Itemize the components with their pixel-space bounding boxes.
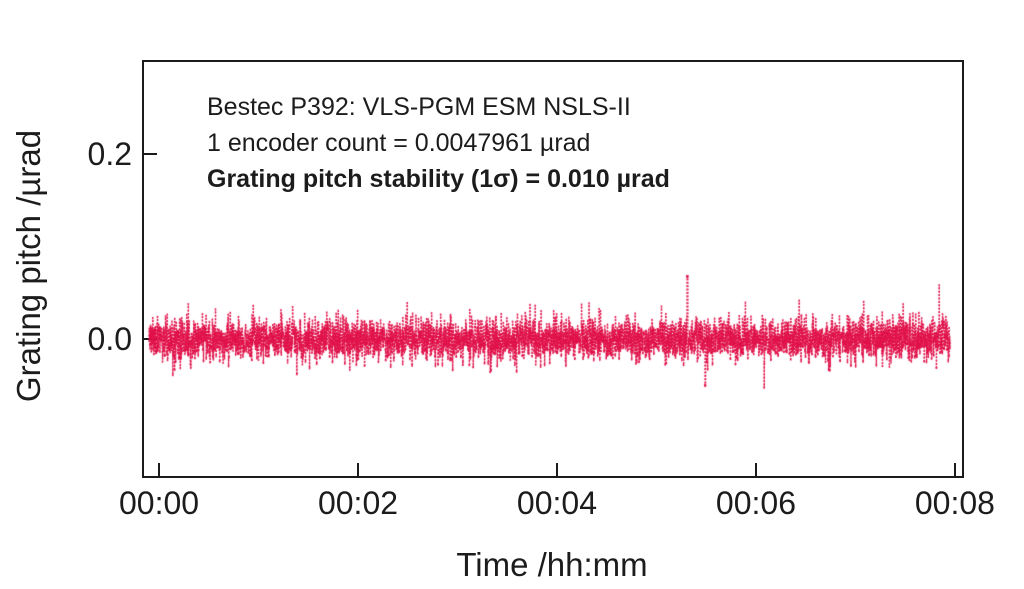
x-tick-label: 00:04 — [516, 485, 597, 521]
x-tick-label: 00:08 — [914, 485, 995, 521]
x-tick-label: 00:02 — [317, 485, 399, 521]
annotation-line-2: 1 encoder count = 0.0047961 µrad — [207, 129, 591, 157]
noise-trace-canvas — [144, 62, 962, 476]
y-tick-label: 0.0 — [87, 321, 132, 358]
y-axis-title: Grating pitch /µrad — [10, 129, 47, 403]
x-tick-label: 00:00 — [118, 485, 200, 521]
annotation-line-1: Bestec P392: VLS-PGM ESM NSLS-II — [207, 93, 631, 121]
annotation-line-3: Grating pitch stability (1σ) = 0.010 µra… — [207, 165, 670, 193]
y-tick-label: 0.2 — [87, 136, 132, 173]
x-tick-label: 00:06 — [715, 485, 796, 521]
annotation-block: Bestec P392: VLS-PGM ESM NSLS-II 1 encod… — [207, 89, 670, 197]
plot-area: Bestec P392: VLS-PGM ESM NSLS-II 1 encod… — [142, 60, 964, 478]
plot-inner: Bestec P392: VLS-PGM ESM NSLS-II 1 encod… — [144, 62, 962, 476]
x-axis-title: Time /hh:mm — [456, 546, 648, 583]
